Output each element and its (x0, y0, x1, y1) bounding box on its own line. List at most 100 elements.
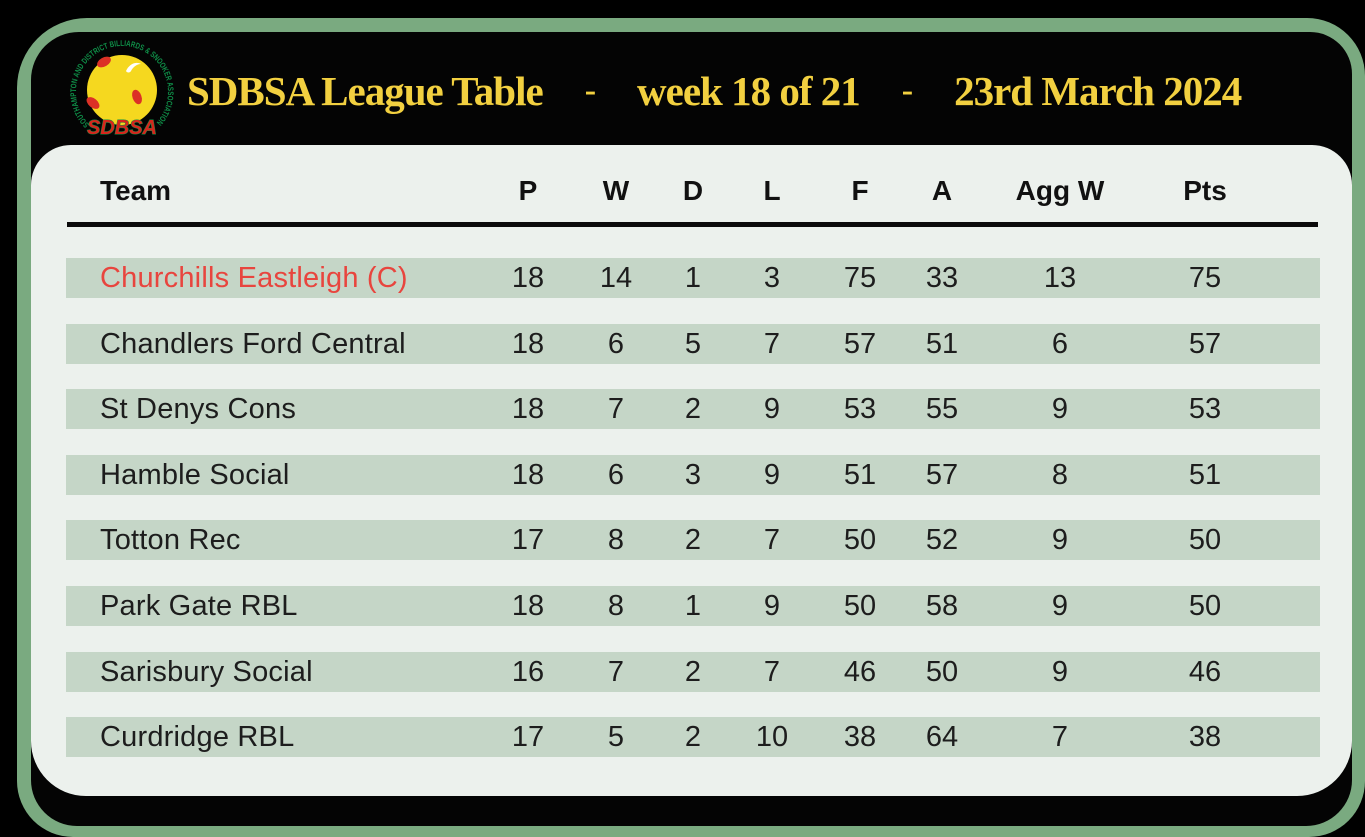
team-name: Park Gate RBL (100, 590, 298, 622)
stat-cell: 53 (1188, 393, 1222, 425)
stat-cell: 6 (1051, 328, 1069, 360)
logo-spot-icon (97, 56, 111, 68)
stat-cell: 18 (511, 262, 545, 294)
stat-cell: 7 (607, 656, 625, 688)
stat-cell: 50 (1188, 590, 1222, 622)
stat-cell: 7 (763, 328, 781, 360)
stat-cell: 1 (684, 262, 702, 294)
stat-cell: 75 (1188, 262, 1222, 294)
stat-cell: 1 (684, 590, 702, 622)
stat-cell: 38 (1188, 721, 1222, 753)
stat-cell: 18 (511, 328, 545, 360)
logo-spot-icon (132, 89, 142, 105)
table-row: Totton Rec 17 8 2 7 50 52 9 50 (66, 520, 1320, 560)
stat-cell: 10 (755, 721, 789, 753)
team-name: St Denys Cons (100, 393, 297, 425)
stat-cell: 5 (607, 721, 625, 753)
stat-cell: 52 (925, 524, 959, 556)
stat-cell: 3 (684, 459, 702, 491)
stat-cell: 46 (843, 656, 877, 688)
stat-cell: 6 (607, 459, 625, 491)
stat-cell: 18 (511, 590, 545, 622)
table-row: Curdridge RBL 17 5 2 10 38 64 7 38 (66, 717, 1320, 757)
header-divider (67, 222, 1318, 227)
stat-cell: 7 (763, 656, 781, 688)
team-name: Chandlers Ford Central (100, 328, 406, 360)
column-headers: Team P W D L F A Agg W Pts (31, 171, 1352, 211)
stat-cell: 51 (925, 328, 959, 360)
team-name: Totton Rec (100, 524, 241, 556)
stat-cell: 64 (925, 721, 959, 753)
stat-cell: 55 (925, 393, 959, 425)
stat-cell: 46 (1188, 656, 1222, 688)
stat-cell: 57 (925, 459, 959, 491)
logo-highlight-icon (126, 62, 141, 73)
stat-cell: 9 (1051, 524, 1069, 556)
stat-cell: 9 (763, 590, 781, 622)
stat-cell: 57 (1188, 328, 1222, 360)
table-panel: Team P W D L F A Agg W Pts Churchills Eastleigh… (31, 145, 1352, 796)
title-separator: - (901, 71, 913, 109)
stat-cell: 7 (763, 524, 781, 556)
table-row: Sarisbury Social 16 7 2 7 46 50 9 46 (66, 652, 1320, 692)
stat-cell: 17 (511, 721, 545, 753)
stat-cell: 2 (684, 393, 702, 425)
stat-cell: 38 (843, 721, 877, 753)
stat-cell: 8 (1051, 459, 1069, 491)
logo-ball (87, 55, 157, 125)
title-text: SDBSA League Table (187, 67, 544, 114)
stat-cell: 2 (684, 524, 702, 556)
table-row: Churchills Eastleigh (C) 18 14 1 3 75 33 13 75 (66, 258, 1320, 298)
team-name: Hamble Social (100, 459, 290, 491)
stat-cell: 18 (511, 393, 545, 425)
stat-cell: 50 (843, 524, 877, 556)
stat-cell: 50 (925, 656, 959, 688)
column-header-agg-w: Agg W (1015, 175, 1105, 206)
column-header-f: F (851, 175, 869, 206)
page-title: SDBSA League Table - week 18 of 21 - 23r… (187, 38, 1242, 143)
column-header-pts: Pts (1183, 175, 1227, 206)
stat-cell: 2 (684, 656, 702, 688)
team-name: Sarisbury Social (100, 656, 313, 688)
sdbsa-logo: SOUTHAMPTON AND DISTRICT BILLIARDS & SNO… (69, 39, 175, 140)
stat-cell: 7 (607, 393, 625, 425)
table-row: Hamble Social 18 6 3 9 51 57 8 51 (66, 455, 1320, 495)
stat-cell: 5 (684, 328, 702, 360)
table-rows: Churchills Eastleigh (C) 18 14 1 3 75 33 13 75 Ch… (31, 145, 1352, 796)
stat-cell: 75 (843, 262, 877, 294)
stat-cell: 51 (1188, 459, 1222, 491)
stat-cell: 50 (1188, 524, 1222, 556)
title-date: 23rd March 2024 (954, 67, 1242, 114)
stat-cell: 57 (843, 328, 877, 360)
stat-cell: 14 (599, 262, 633, 294)
stat-cell: 33 (925, 262, 959, 294)
stat-cell: 17 (511, 524, 545, 556)
stat-cell: 3 (763, 262, 781, 294)
column-header-l: L (763, 175, 781, 206)
stat-cell: 6 (607, 328, 625, 360)
column-header-d: D (682, 175, 704, 206)
table-row: Chandlers Ford Central 18 6 5 7 57 51 6 57 (66, 324, 1320, 364)
table-row: St Denys Cons 18 7 2 9 53 55 9 53 (66, 389, 1320, 429)
stat-cell: 18 (511, 459, 545, 491)
column-header-team: Team (100, 175, 172, 206)
table-row: Park Gate RBL 18 8 1 9 50 58 9 50 (66, 586, 1320, 626)
stat-cell: 58 (925, 590, 959, 622)
column-header-a: A (931, 175, 953, 206)
stat-cell: 51 (843, 459, 877, 491)
title-week: week 18 of 21 (637, 67, 861, 114)
logo-ball-spots (86, 56, 142, 109)
stat-cell: 13 (1043, 262, 1077, 294)
logo-wordmark: SDBSA (87, 117, 157, 139)
title-separator: - (584, 71, 596, 109)
stat-cell: 53 (843, 393, 877, 425)
team-name: Curdridge RBL (100, 721, 295, 753)
stat-cell: 9 (1051, 590, 1069, 622)
stat-cell: 8 (607, 524, 625, 556)
logo-spot-icon (86, 97, 100, 109)
stat-cell: 9 (763, 459, 781, 491)
stat-cell: 9 (763, 393, 781, 425)
stat-cell: 7 (1051, 721, 1069, 753)
stat-cell: 8 (607, 590, 625, 622)
stat-cell: 9 (1051, 393, 1069, 425)
